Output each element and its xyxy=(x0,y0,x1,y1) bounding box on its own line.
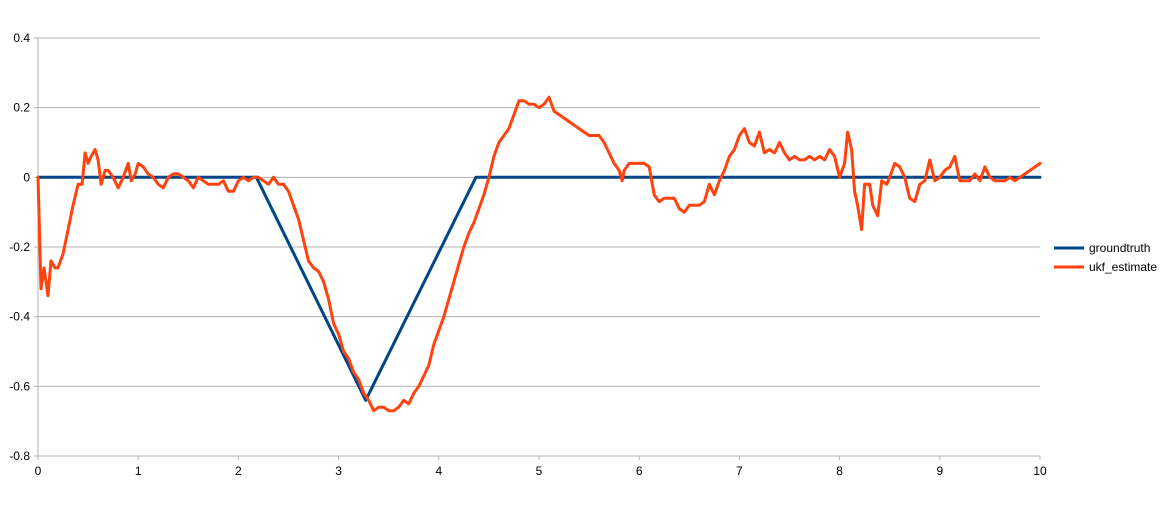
x-tick-label: 8 xyxy=(836,464,843,478)
x-tick-label: 7 xyxy=(736,464,743,478)
x-tick-label: 9 xyxy=(936,464,943,478)
x-tick-label: 6 xyxy=(636,464,643,478)
x-tick-label: 5 xyxy=(536,464,543,478)
legend: groundtruth ukf_estimate xyxy=(1054,241,1157,274)
legend-label-groundtruth: groundtruth xyxy=(1089,241,1150,255)
y-tick-label: 0.4 xyxy=(13,31,30,45)
plot-area xyxy=(36,95,1042,413)
series-line-ukf_estimate xyxy=(36,95,1042,413)
y-tick-label: -0.4 xyxy=(9,310,30,324)
x-tick-label: 10 xyxy=(1033,464,1047,478)
y-tick-label: -0.8 xyxy=(9,449,30,463)
x-tick-label: 2 xyxy=(235,464,242,478)
x-axis: 0 1 2 3 4 5 6 7 8 9 10 xyxy=(35,464,1047,478)
x-tick-label: 1 xyxy=(135,464,142,478)
x-tick-label: 3 xyxy=(335,464,342,478)
y-tick-label: 0.2 xyxy=(13,101,30,115)
y-tick-label: -0.2 xyxy=(9,240,30,254)
x-tick-label: 0 xyxy=(35,464,42,478)
legend-label-ukf_estimate: ukf_estimate xyxy=(1089,260,1157,274)
y-axis: -0.8 -0.6 -0.4 -0.2 0 0.2 0.4 xyxy=(9,31,30,463)
y-tick-label: 0 xyxy=(23,170,30,184)
y-tick-label: -0.6 xyxy=(9,379,30,393)
x-tick-label: 4 xyxy=(435,464,442,478)
